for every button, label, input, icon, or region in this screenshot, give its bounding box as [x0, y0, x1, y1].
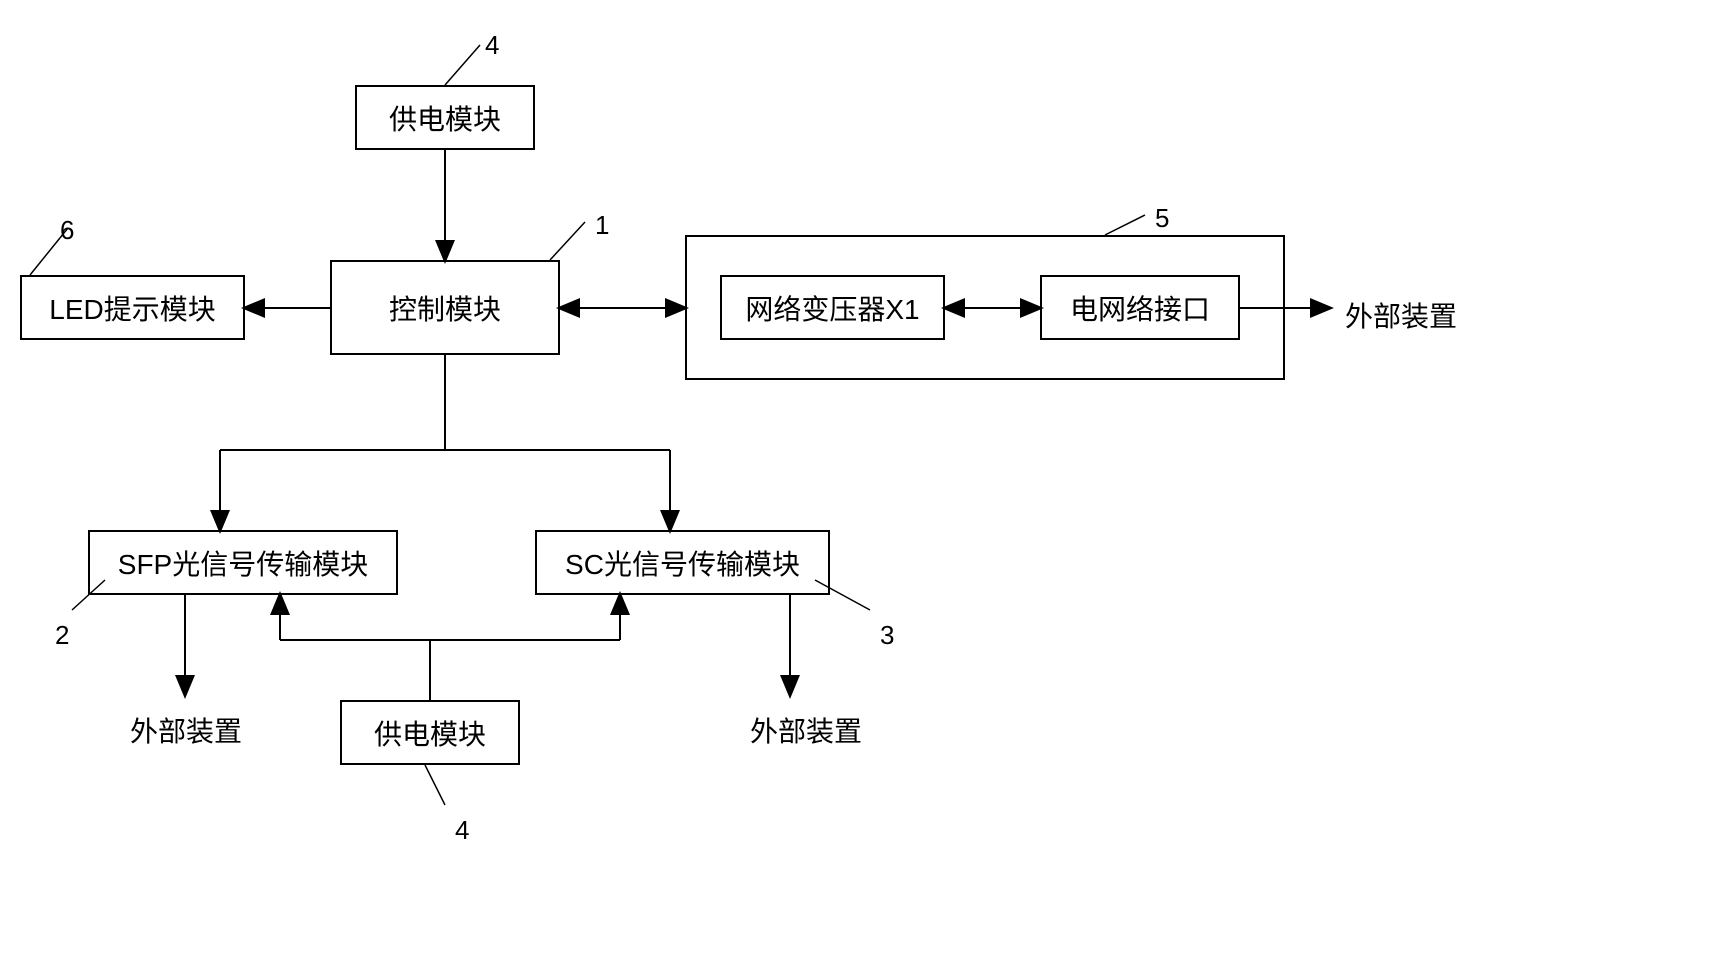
led-module-label: LED提示模块	[49, 288, 215, 328]
num-label-5: 5	[1155, 203, 1169, 234]
network-interface: 电网络接口	[1040, 275, 1240, 340]
num-label-4b: 4	[455, 815, 469, 846]
network-transformer: 网络变压器X1	[720, 275, 945, 340]
num-label-2: 2	[55, 620, 69, 651]
num-label-6: 6	[60, 215, 74, 246]
sc-module-label: SC光信号传输模块	[565, 543, 800, 583]
num-label-4a: 4	[485, 30, 499, 61]
led-module: LED提示模块	[20, 275, 245, 340]
power-module-bottom-label: 供电模块	[374, 713, 486, 753]
external-device-label-1: 外部装置	[1345, 295, 1457, 335]
power-module-bottom: 供电模块	[340, 700, 520, 765]
external-device-label-3: 外部装置	[750, 710, 862, 750]
power-module-top-label: 供电模块	[389, 98, 501, 138]
num-label-1: 1	[595, 210, 609, 241]
sfp-module-label: SFP光信号传输模块	[118, 543, 368, 583]
external-device-label-2: 外部装置	[130, 710, 242, 750]
sc-module: SC光信号传输模块	[535, 530, 830, 595]
control-module: 控制模块	[330, 260, 560, 355]
diagram-overlay	[0, 0, 1727, 960]
network-transformer-label: 网络变压器X1	[745, 288, 919, 328]
sfp-module: SFP光信号传输模块	[88, 530, 398, 595]
control-module-label: 控制模块	[389, 288, 501, 328]
network-interface-label: 电网络接口	[1070, 288, 1210, 328]
num-label-3: 3	[880, 620, 894, 651]
power-module-top: 供电模块	[355, 85, 535, 150]
